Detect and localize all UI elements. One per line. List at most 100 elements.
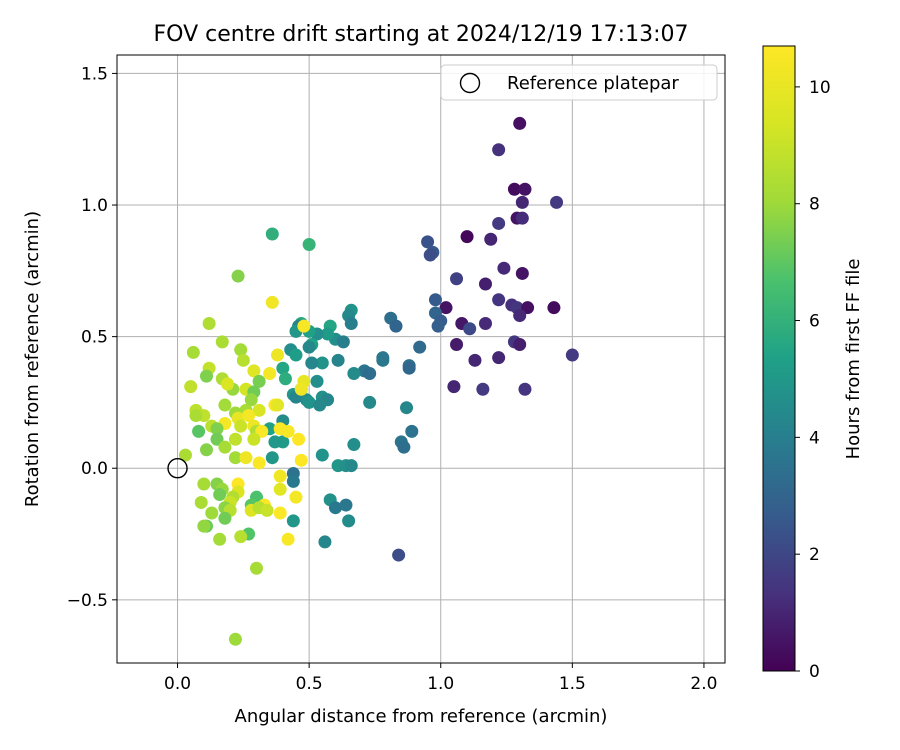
data-point: [476, 382, 490, 396]
data-point: [228, 432, 242, 446]
data-point: [252, 456, 266, 470]
data-point: [186, 345, 200, 359]
data-point: [218, 511, 232, 525]
data-point: [468, 353, 482, 367]
x-tick-label: 1.0: [427, 674, 454, 694]
data-point: [328, 501, 342, 515]
data-point: [234, 530, 248, 544]
data-point: [228, 451, 242, 465]
x-axis-label: Angular distance from reference (arcmin): [235, 706, 608, 727]
colorbar: 0 2 4 6 8 10 Hours from first FF file: [762, 45, 864, 682]
data-point: [268, 435, 282, 449]
data-point: [213, 532, 227, 546]
data-point: [478, 316, 492, 330]
data-point: [313, 398, 327, 412]
colorbar-tick-label: 6: [809, 312, 820, 332]
colorbar-label: Hours from first FF file: [843, 259, 864, 460]
data-point: [347, 438, 361, 452]
data-point: [484, 232, 498, 246]
data-point: [302, 238, 316, 252]
data-point: [565, 348, 579, 362]
data-point: [513, 309, 527, 323]
data-point: [492, 351, 506, 365]
data-point: [413, 340, 427, 354]
data-point: [273, 506, 287, 520]
plot-frame: [116, 54, 726, 664]
colorbar-tick-label: 4: [809, 428, 820, 448]
x-tick-label: 0.5: [296, 674, 323, 694]
data-points: [178, 116, 579, 646]
data-point: [315, 356, 329, 370]
y-axis-label: Rotation from reference (arcmin): [22, 211, 43, 507]
data-point: [265, 451, 279, 465]
data-point: [289, 490, 303, 504]
data-point: [342, 514, 356, 528]
data-point: [292, 432, 306, 446]
colorbar-tick-label: 10: [809, 78, 831, 98]
data-point: [397, 440, 411, 454]
data-point: [199, 443, 213, 457]
data-point: [263, 366, 277, 380]
data-point: [492, 216, 506, 230]
data-point: [213, 488, 227, 502]
data-point: [242, 409, 256, 423]
reference-platepar-marker: [167, 458, 188, 479]
data-point: [215, 335, 229, 349]
x-tick-label: 2.0: [690, 674, 717, 694]
data-point: [550, 195, 564, 209]
data-point: [194, 495, 208, 509]
data-point: [297, 319, 311, 333]
data-point: [423, 248, 437, 262]
colorbar-gradient: [762, 45, 796, 672]
data-point: [302, 395, 316, 409]
colorbar-tick-label: 2: [809, 545, 820, 565]
data-point: [271, 348, 285, 362]
y-tick-label: −0.5: [67, 591, 108, 611]
data-point: [260, 503, 274, 517]
chart-title: FOV centre drift starting at 2024/12/19 …: [154, 22, 689, 47]
data-point: [447, 380, 461, 394]
data-point: [347, 366, 361, 380]
data-point: [321, 327, 335, 341]
data-point: [463, 322, 477, 336]
data-point: [389, 319, 403, 333]
y-tick-label: 0.5: [81, 328, 108, 348]
data-point: [286, 514, 300, 528]
data-point: [421, 235, 435, 249]
data-point: [189, 409, 203, 423]
data-point: [478, 277, 492, 291]
data-point: [439, 301, 453, 315]
data-point: [492, 293, 506, 307]
data-point: [294, 453, 308, 467]
colorbar-tick-label: 8: [809, 195, 820, 215]
data-point: [239, 451, 253, 465]
data-point: [265, 227, 279, 241]
data-point: [178, 448, 192, 462]
data-point: [281, 532, 295, 546]
data-point: [294, 382, 308, 396]
data-point: [221, 377, 235, 391]
data-point: [547, 301, 561, 315]
data-point: [255, 424, 269, 438]
data-point: [202, 316, 216, 330]
data-point: [460, 230, 474, 244]
data-point: [210, 422, 224, 436]
legend-entry-reference-platepar: Reference platepar: [507, 73, 679, 94]
data-point: [515, 211, 529, 225]
data-point: [331, 353, 345, 367]
data-point: [336, 335, 350, 349]
data-point: [302, 340, 316, 354]
data-point: [234, 343, 248, 357]
data-point: [265, 295, 279, 309]
data-point: [344, 316, 358, 330]
data-point: [513, 116, 527, 130]
data-point: [205, 506, 219, 520]
data-point: [249, 561, 263, 575]
data-point: [402, 361, 416, 375]
data-point: [199, 369, 213, 383]
data-point: [197, 477, 211, 491]
data-point: [197, 519, 211, 533]
data-point: [492, 143, 506, 157]
